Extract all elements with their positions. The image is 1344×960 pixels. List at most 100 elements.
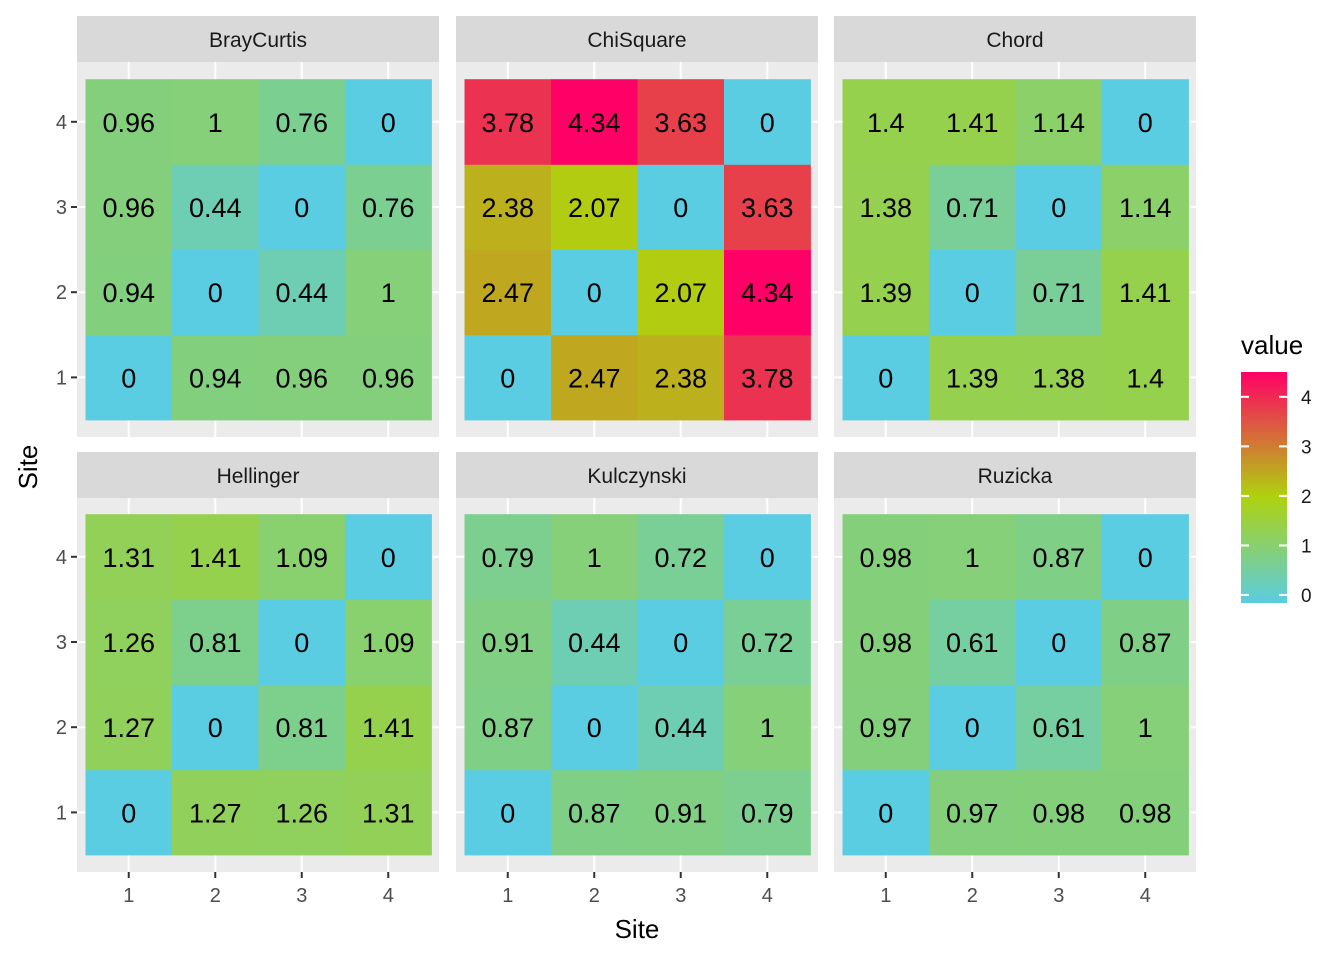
y-tick-label: 2 <box>56 717 67 739</box>
heatmap-tile <box>1102 684 1189 771</box>
legend-tick-label: 2 <box>1301 487 1312 508</box>
tile-value-label: 0 <box>500 798 515 828</box>
heatmap-tile <box>172 684 259 771</box>
tile-value-label: 0 <box>500 363 515 393</box>
heatmap-tile <box>637 684 725 771</box>
tile-value-label: 1.41 <box>362 713 415 743</box>
heatmap-tile <box>637 599 725 685</box>
tile-value-label: 1 <box>208 108 223 138</box>
facet-panel-braycurtis: BrayCurtis 0 0.94 0.96 0.96 0.94 0 0.44 1 0.96 0.4… <box>77 16 439 437</box>
facet-strip-label: Ruzicka <box>978 465 1053 488</box>
tile-value-label: 0.97 <box>859 713 912 743</box>
heatmap-tile <box>1102 514 1189 600</box>
y-tick-label: 3 <box>56 632 67 654</box>
heatmap-tile <box>258 599 346 685</box>
heatmap-tile <box>551 684 638 771</box>
heatmap-tile <box>85 599 173 685</box>
legend-ticks: 0 1 2 3 4 <box>1241 388 1312 607</box>
x-tick-label: 1 <box>123 885 134 907</box>
heatmap-tile <box>85 769 173 856</box>
tile-value-label: 0 <box>208 278 223 308</box>
heatmap-tile <box>464 249 552 336</box>
tile-value-label: 1.41 <box>1119 278 1172 308</box>
heatmap-tile <box>724 249 811 336</box>
y-tick-label: 4 <box>56 547 67 569</box>
heatmap-tile <box>172 79 259 165</box>
tile-value-label: 4.34 <box>741 278 794 308</box>
heatmap-tile <box>345 164 432 250</box>
facet-panel-kulczynski: Kulczynski 0 0.87 0.91 0.79 0.87 0 0.44 1 0.91 0.4… <box>456 452 818 872</box>
heatmap-tile <box>551 164 638 250</box>
tile-value-label: 1.38 <box>859 193 912 223</box>
heatmap-tile <box>842 514 930 600</box>
heatmap-tile <box>172 514 259 600</box>
x-tick-label: 3 <box>1053 885 1064 907</box>
tile-value-label: 0 <box>1138 543 1153 573</box>
tile-value-label: 0.79 <box>481 543 534 573</box>
y-tick-label: 2 <box>56 282 67 304</box>
tile-value-label: 1.41 <box>946 108 999 138</box>
legend-tick-label: 1 <box>1301 536 1312 557</box>
tile-value-label: 1 <box>760 713 775 743</box>
tile-value-label: 0 <box>1051 628 1066 658</box>
heatmap-tile <box>1102 249 1189 336</box>
tile-value-label: 1 <box>1138 713 1153 743</box>
heatmap-tile <box>345 514 432 600</box>
tile-value-label: 0.81 <box>189 628 242 658</box>
x-tick-label: 2 <box>210 885 221 907</box>
heatmap-tile <box>345 599 432 685</box>
heatmap-tile <box>724 79 811 165</box>
tile-value-label: 0.94 <box>189 363 242 393</box>
facet-strip <box>456 452 818 498</box>
x-tick-label: 4 <box>1140 885 1151 907</box>
heatmap-tile <box>842 164 930 250</box>
heatmap-tile <box>172 249 259 336</box>
tile-value-label: 1.27 <box>102 713 155 743</box>
heatmap-tile <box>929 599 1016 685</box>
y-axis-title: Site <box>13 445 43 490</box>
x-tick-label: 2 <box>967 885 978 907</box>
heatmap-tile <box>1015 684 1103 771</box>
x-axis-title: Site <box>615 914 660 944</box>
legend: value 0 1 2 3 4 <box>1241 330 1312 607</box>
tile-value-label: 2.07 <box>568 193 621 223</box>
facet-strip-label: Hellinger <box>217 465 300 488</box>
heatmap-tile <box>464 334 552 421</box>
facet-strip <box>77 452 439 498</box>
heatmap-tile <box>345 79 432 165</box>
tile-value-label: 0 <box>381 543 396 573</box>
tile-value-label: 0.61 <box>946 628 999 658</box>
tile-value-label: 0.87 <box>481 713 534 743</box>
legend-tick-label: 4 <box>1301 388 1312 409</box>
heatmap-tile <box>1102 334 1189 421</box>
tile-value-label: 0 <box>121 798 136 828</box>
tile-value-label: 1.4 <box>1126 363 1164 393</box>
facet-strip-label: BrayCurtis <box>209 29 307 52</box>
heatmap-tile <box>258 164 346 250</box>
heatmap-tile <box>724 684 811 771</box>
tile-value-label: 0 <box>673 193 688 223</box>
facet-strip <box>77 16 439 62</box>
x-axis: 1 2 3 4 1 2 3 4 1 2 3 4 <box>123 872 1151 907</box>
tile-value-label: 0.72 <box>654 543 707 573</box>
tile-value-label: 3.78 <box>741 363 794 393</box>
heatmap-tile <box>345 769 432 856</box>
tile-value-label: 3.63 <box>741 193 794 223</box>
tile-value-label: 0.79 <box>741 798 794 828</box>
heatmap-tile <box>85 79 173 165</box>
heatmap-tile <box>1102 599 1189 685</box>
heatmap-tile <box>1102 79 1189 165</box>
tile-value-label: 1.41 <box>189 543 242 573</box>
heatmap-tile <box>1015 599 1103 685</box>
panels: BrayCurtis 0 0.94 0.96 0.96 0.94 0 0.44 1 0.96 0.4… <box>77 16 1196 872</box>
tile-value-label: 1.26 <box>275 798 328 828</box>
tile-value-label: 0 <box>381 108 396 138</box>
tile-value-label: 0 <box>294 628 309 658</box>
heatmap-tile <box>1015 334 1103 421</box>
tile-value-label: 2.38 <box>654 363 707 393</box>
heatmap-tile <box>85 684 173 771</box>
heatmap-tile <box>842 599 930 685</box>
heatmap-tile <box>637 164 725 250</box>
heatmap-tile <box>464 769 552 856</box>
tile-value-label: 0.96 <box>102 108 155 138</box>
